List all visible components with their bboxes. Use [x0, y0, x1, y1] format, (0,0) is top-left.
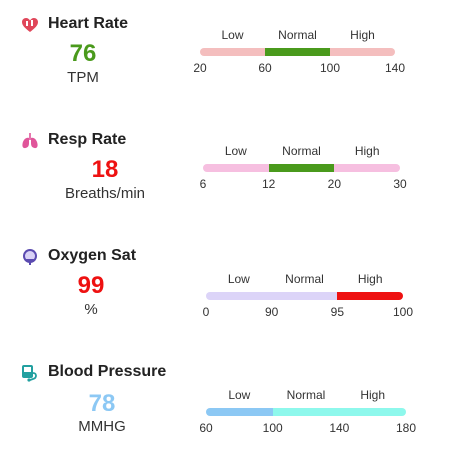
tick-label: 6 [199, 177, 207, 191]
gauge-segment-normal [265, 48, 330, 56]
tick-label: 100 [392, 305, 414, 319]
gauge-segment-high [337, 292, 403, 300]
zone-label-normal: Normal [282, 144, 321, 158]
oxygen-mask-icon [21, 248, 39, 266]
tick-label: 180 [395, 421, 417, 435]
tick-label: 12 [261, 177, 276, 191]
vital-title: Heart Rate [48, 15, 129, 32]
tick-label: 0 [202, 305, 210, 319]
tick-label: 20 [193, 61, 207, 75]
tick-label: 140 [329, 421, 350, 435]
tick-label: 95 [330, 305, 345, 319]
gauge-segment-high [330, 48, 395, 56]
range-gauge: Low Normal High 60 100 140 180 [0, 348, 450, 458]
zone-label-normal: Normal [285, 272, 324, 286]
lungs-icon [21, 132, 39, 150]
gauge-segment-low [203, 164, 269, 172]
vital-value: 78 [88, 390, 116, 417]
tick-label: 60 [199, 421, 213, 435]
vital-unit: MMHG [78, 418, 126, 435]
vital-oxygen-sat: Oxygen Sat 99 % Low Normal High 0 90 95 100 [0, 232, 450, 342]
zone-label-low: Low [221, 28, 244, 42]
range-gauge: Low Normal High 20 60 100 140 [0, 0, 450, 110]
vital-value: 76 [69, 40, 97, 67]
gauge-marker [286, 50, 296, 56]
zone-label-low: Low [224, 144, 247, 158]
zone-label-normal: Normal [286, 388, 326, 402]
vital-title: Oxygen Sat [48, 247, 137, 264]
vital-unit: Breaths/min [64, 185, 146, 202]
gauge-segment-high [339, 408, 406, 416]
zone-label-normal: Normal [278, 28, 317, 42]
tick-label: 90 [264, 305, 279, 319]
vital-resp-rate: Resp Rate 18 Breaths/min Low Normal High 6 1… [0, 116, 450, 226]
tick-label: 100 [319, 61, 341, 75]
vital-heart-rate: Heart Rate 76 TPM Low Normal High 20 60 100 14… [0, 0, 450, 110]
zone-label-low: Low [228, 388, 251, 402]
tick-label: 30 [393, 177, 407, 191]
gauge-segment-low [200, 48, 265, 56]
zone-label-low: Low [227, 272, 250, 286]
range-gauge: Low Normal High 0 90 95 100 [0, 232, 450, 342]
zone-label-high: High [360, 388, 385, 402]
vital-unit: TPM [67, 69, 99, 86]
vital-blood-pressure: Blood Pressure 78 MMHG Low Normal High 60 10… [0, 348, 450, 458]
gauge-marker [312, 166, 323, 172]
blood-pressure-icon [21, 364, 39, 382]
gauge-segment-normal [271, 292, 338, 300]
vital-title: Blood Pressure [48, 363, 167, 380]
tick-label: 100 [262, 421, 283, 435]
vital-value: 18 [91, 156, 119, 183]
zone-label-high: High [350, 28, 375, 42]
gauge-segment-normal [268, 164, 335, 172]
zone-label-high: High [357, 272, 383, 286]
vital-value: 99 [77, 272, 105, 299]
gauge-marker [231, 410, 241, 416]
gauge-marker [384, 294, 395, 300]
tick-label: 60 [258, 61, 272, 75]
tick-label: 140 [384, 61, 406, 75]
tick-label: 20 [327, 177, 342, 191]
vital-unit: % [84, 301, 98, 318]
gauge-segment-normal [272, 408, 340, 416]
zone-label-high: High [354, 144, 380, 158]
range-gauge: Low Normal High 6 12 20 30 [0, 116, 450, 226]
gauge-segment-low [206, 292, 272, 300]
heart-icon [21, 16, 39, 34]
gauge-segment-high [334, 164, 400, 172]
vital-title: Resp Rate [48, 131, 127, 148]
